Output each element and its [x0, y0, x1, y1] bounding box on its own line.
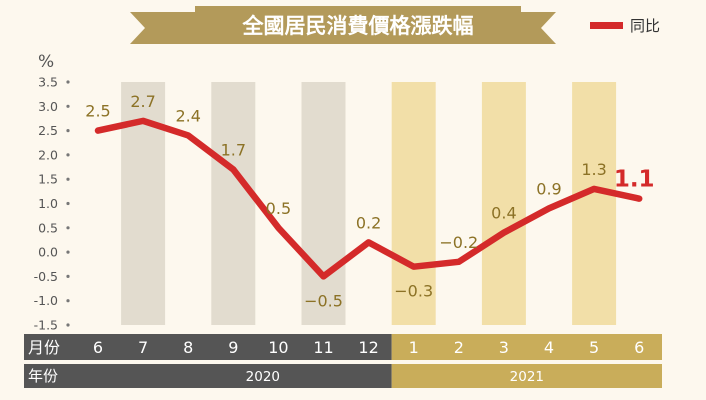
y-tick-dot: [66, 80, 70, 84]
y-tick-label: 0.5: [38, 220, 58, 235]
y-axis: 3.5 3.0 2.5 2.0 1.5 1.0 0.5 0.0 -0.5 -1.0 -1.5: [34, 75, 70, 333]
legend: 同比: [590, 17, 660, 35]
y-axis-unit: %: [38, 52, 54, 72]
month-row-2020: [24, 334, 392, 360]
year-label-2020: 2020: [246, 369, 280, 385]
data-label: 0.9: [536, 179, 561, 198]
band-11: [572, 82, 617, 325]
y-tick-dot: [66, 104, 70, 108]
y-tick-label: -0.5: [34, 269, 58, 284]
y-tick-dot: [66, 250, 70, 254]
y-tick-dot: [66, 201, 70, 206]
x-tick-label: 7: [138, 338, 148, 357]
x-tick-label: 1: [409, 338, 419, 357]
year-row-2020: [24, 364, 392, 388]
legend-swatch: [590, 22, 623, 29]
x-tick-label: 3: [499, 338, 509, 357]
legend-label: 同比: [630, 17, 660, 35]
data-label: 1.7: [221, 140, 246, 159]
series-layer: [94, 117, 643, 280]
month-row-2021: [391, 334, 662, 360]
y-tick-dot: [66, 226, 70, 230]
band-5: [301, 82, 346, 325]
data-label: 2.5: [85, 102, 110, 121]
y-tick-dot: [66, 177, 70, 181]
band-3: [211, 82, 256, 325]
data-label: 2.4: [175, 106, 200, 125]
y-tick-label: 3.0: [38, 99, 58, 114]
y-tick-label: 2.5: [38, 123, 58, 138]
year-row-2021: [391, 364, 662, 388]
data-label: 0.4: [491, 204, 516, 223]
x-tick-label: 6: [634, 338, 644, 357]
y-tick-dot: [66, 274, 70, 278]
chart-title: 全國居民消費價格漲跌幅: [242, 14, 474, 38]
year-row-label: 年份: [28, 367, 58, 385]
y-tick-label: 1.0: [38, 196, 58, 211]
data-label: 1.3: [581, 160, 606, 179]
y-tick-label: -1.0: [34, 293, 58, 308]
x-tick-label: 5: [589, 338, 599, 357]
y-tick-label: 1.5: [38, 172, 58, 187]
title-banner: 全國居民消費價格漲跌幅: [130, 6, 556, 44]
y-tick-label: 0.0: [38, 245, 58, 260]
data-label: −0.3: [394, 282, 433, 301]
y-tick-label: -1.5: [34, 318, 58, 333]
x-tick-label: 6: [93, 338, 103, 357]
data-label: 0.5: [266, 199, 291, 218]
x-tick-label: 4: [544, 338, 554, 357]
y-tick-dot: [66, 323, 70, 327]
data-labels: 2.5 2.7 2.4 1.7 0.5 −0.5 0.2 −0.3 −0.2 0.4 0.9 1.3 1…: [85, 92, 654, 311]
x-tick-label: 2: [454, 338, 464, 357]
y-tick-label: 2.0: [38, 147, 58, 162]
y-tick-dot: [66, 299, 70, 303]
data-label: 2.7: [130, 92, 155, 111]
x-tick-label: 8: [183, 338, 193, 357]
x-tick-label: 10: [268, 338, 288, 357]
y-tick-label: 3.5: [38, 75, 58, 90]
month-row-label: 月份: [28, 338, 60, 357]
data-label: 0.2: [356, 213, 381, 232]
year-label-2021: 2021: [510, 369, 544, 385]
y-tick-dot: [66, 129, 70, 133]
series-line-yoy: [94, 117, 643, 280]
x-tick-label: 11: [313, 338, 333, 357]
data-label: −0.2: [439, 233, 478, 252]
x-tick-label: 9: [228, 338, 238, 357]
background-bands: [121, 82, 617, 325]
band-7: [391, 82, 436, 325]
data-label: 1.1: [614, 167, 655, 193]
band-9: [481, 82, 526, 325]
x-tick-label: 12: [358, 338, 378, 357]
data-label: −0.5: [304, 291, 343, 310]
y-tick-dot: [66, 153, 70, 157]
